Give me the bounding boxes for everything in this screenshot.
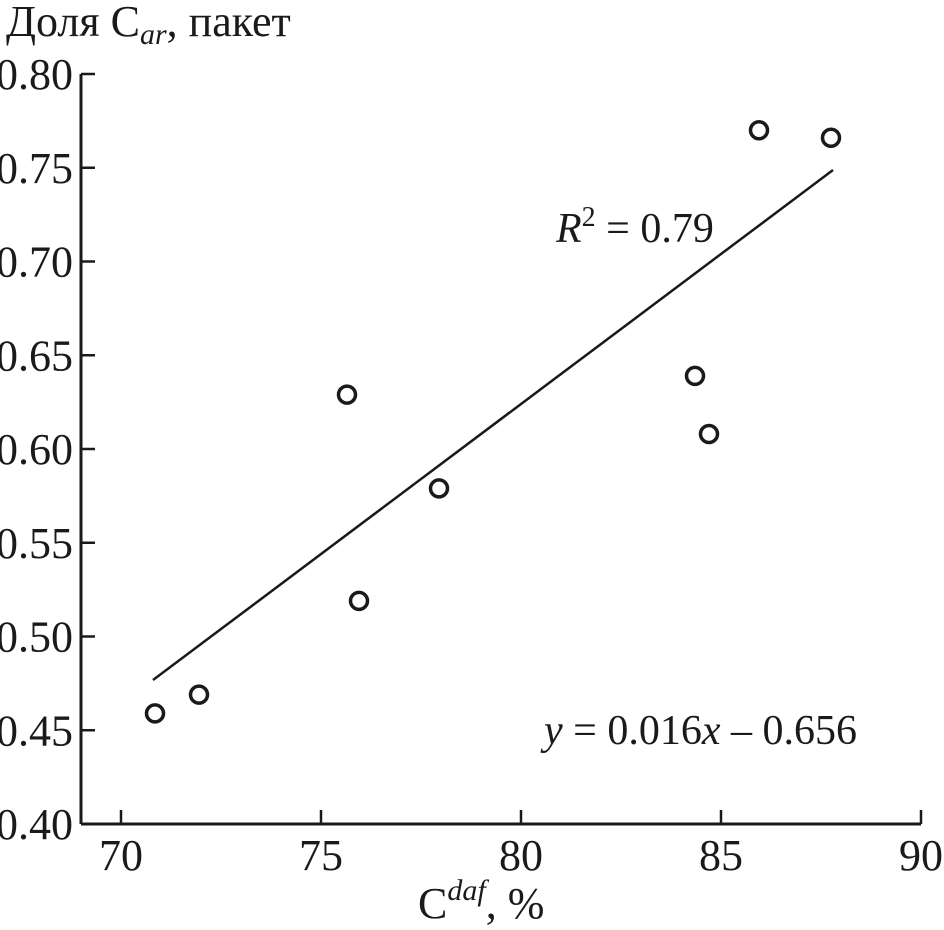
regression-equation: y = 0.016x – 0.656 [540, 708, 857, 754]
y-axis-title: Доля Car, пакет [6, 0, 291, 51]
y-tick-label: 0.70 [0, 238, 73, 287]
data-point [820, 127, 842, 148]
y-tick-label: 0.45 [0, 706, 73, 755]
y-ticks: 0.40 0.45 0.50 0.55 0.60 0.65 0.70 0.75 0.80 [0, 50, 95, 849]
y-tick-label: 0.80 [0, 50, 73, 99]
y-tick-label: 0.65 [0, 331, 73, 380]
regression-line [152, 169, 834, 681]
r-squared-label: R2 = 0.79 [555, 202, 714, 252]
data-points [144, 120, 842, 724]
data-point [144, 703, 166, 724]
data-point [348, 590, 370, 612]
y-tick-label: 0.55 [0, 519, 73, 568]
x-tick-label: 85 [699, 831, 743, 880]
data-point [748, 120, 770, 141]
data-point [698, 423, 720, 445]
y-tick-label: 0.40 [0, 800, 73, 849]
x-tick-label: 70 [99, 831, 143, 880]
data-point [336, 384, 358, 405]
x-ticks: 70 75 80 85 90 [99, 810, 943, 880]
x-tick-label: 80 [499, 831, 543, 880]
x-tick-label: 90 [899, 831, 943, 880]
x-tick-label: 75 [299, 831, 343, 880]
x-axis-title: Cdaf, % [418, 874, 544, 928]
data-point [684, 365, 706, 387]
data-point [428, 478, 450, 499]
y-tick-label: 0.60 [0, 425, 73, 474]
y-tick-label: 0.75 [0, 144, 73, 193]
y-tick-label: 0.50 [0, 613, 73, 662]
data-point [188, 684, 210, 705]
